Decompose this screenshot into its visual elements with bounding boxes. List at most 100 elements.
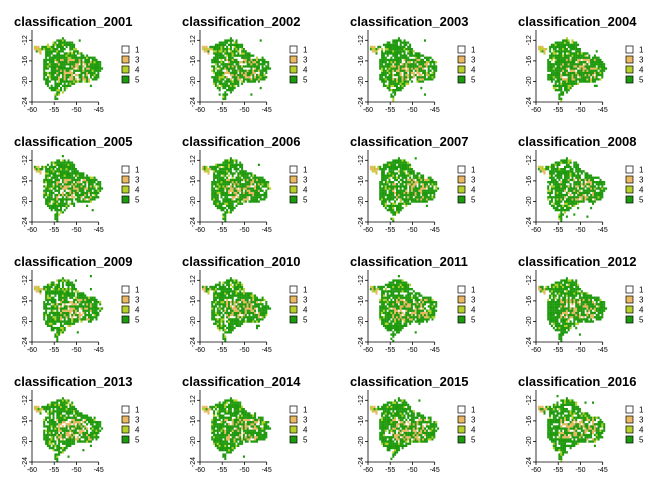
map-cell	[566, 42, 568, 44]
map-cell	[217, 310, 219, 312]
map-cell	[557, 166, 559, 168]
map-cell	[64, 48, 66, 50]
map-cell	[402, 164, 404, 166]
map-cell	[56, 305, 58, 307]
map-cell	[387, 181, 389, 183]
map-cell	[249, 295, 251, 297]
map-cell	[97, 74, 99, 76]
map-cell	[560, 170, 562, 172]
map-cell	[81, 318, 83, 320]
map-cell	[400, 59, 402, 61]
map-cell	[88, 185, 90, 187]
map-cell	[232, 177, 234, 179]
map-cell	[241, 52, 243, 54]
map-cell	[221, 52, 223, 54]
map-cell	[71, 288, 73, 290]
map-cell	[603, 183, 605, 185]
map-cell	[374, 168, 376, 170]
map-cell	[564, 170, 566, 172]
map-cell	[402, 181, 404, 183]
map-cell	[568, 42, 570, 44]
map-cell	[73, 55, 75, 57]
map-cell	[68, 187, 70, 189]
map-cell	[555, 175, 557, 177]
map-cell	[56, 190, 58, 192]
map-cell	[426, 196, 428, 198]
map-cell	[573, 196, 575, 198]
map-cell	[215, 305, 217, 307]
map-cell	[538, 48, 540, 50]
map-cell	[409, 190, 411, 192]
map-cell	[402, 192, 404, 194]
map-cell	[400, 162, 402, 164]
map-cell	[568, 209, 570, 211]
map-cell	[75, 175, 77, 177]
map-cell	[73, 312, 75, 314]
map-cell	[219, 207, 221, 209]
map-cell	[383, 203, 385, 205]
map-cell	[553, 55, 555, 57]
map-cell	[594, 65, 596, 67]
map-cell	[47, 297, 49, 299]
map-cell	[69, 175, 71, 177]
map-cell	[247, 310, 249, 312]
map-cell	[51, 292, 53, 294]
map-cell	[383, 70, 385, 72]
map-cell	[84, 312, 86, 314]
map-cell	[241, 288, 243, 290]
map-cell	[265, 76, 267, 78]
map-cell	[256, 65, 258, 67]
map-cell	[247, 76, 249, 78]
map-cell	[75, 305, 77, 307]
map-cell	[411, 76, 413, 78]
map-cell	[254, 61, 256, 63]
map-cell	[64, 301, 66, 303]
map-cell	[82, 55, 84, 57]
map-cell	[600, 196, 602, 198]
map-cell	[81, 196, 83, 198]
map-cell	[404, 59, 406, 61]
map-cell	[553, 181, 555, 183]
map-cell	[435, 187, 437, 189]
map-cell	[600, 194, 602, 196]
map-cell	[71, 52, 73, 54]
map-cell	[579, 183, 581, 185]
map-cell	[396, 209, 398, 211]
map-cell	[64, 183, 66, 185]
map-cell	[583, 196, 585, 198]
map-cell	[256, 78, 258, 80]
map-cell	[596, 177, 598, 179]
map-cell	[215, 80, 217, 82]
map-cell	[221, 44, 223, 46]
map-cell	[570, 187, 572, 189]
map-cell	[389, 162, 391, 164]
map-cell	[560, 198, 562, 200]
map-cell	[53, 318, 55, 320]
map-cell	[56, 67, 58, 69]
map-cell	[69, 295, 71, 297]
map-cell	[94, 74, 96, 76]
map-cell	[224, 181, 226, 183]
map-cell	[411, 67, 413, 69]
map-cell	[221, 67, 223, 69]
map-cell	[250, 295, 252, 297]
map-cell	[92, 312, 94, 314]
map-cell	[390, 65, 392, 67]
map-cell	[228, 203, 230, 205]
map-cell	[49, 48, 51, 50]
map-cell	[97, 181, 99, 183]
map-cell	[58, 164, 60, 166]
map-cell	[415, 187, 417, 189]
map-cell	[96, 179, 98, 181]
map-cell	[243, 61, 245, 63]
map-cell	[86, 59, 88, 61]
map-cell	[219, 80, 221, 82]
map-cell	[575, 166, 577, 168]
map-cell	[247, 70, 249, 72]
map-cell	[68, 284, 70, 286]
map-cell	[557, 42, 559, 44]
map-cell	[45, 198, 47, 200]
map-cell	[213, 203, 215, 205]
map-cell	[400, 72, 402, 74]
legend-label: 5	[471, 76, 476, 85]
